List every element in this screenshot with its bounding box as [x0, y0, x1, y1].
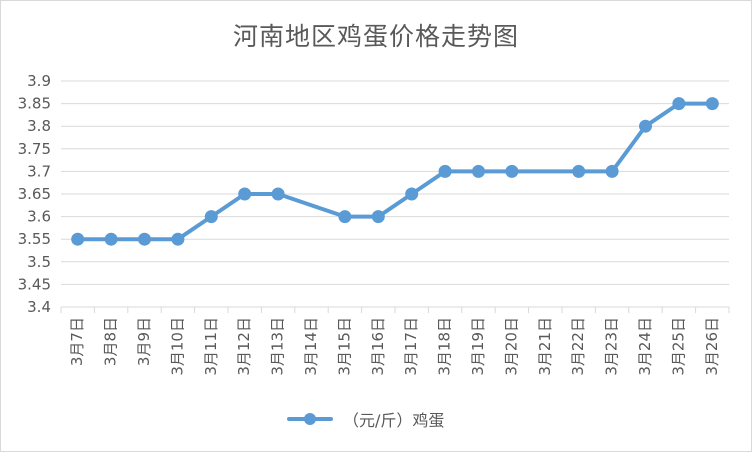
data-point — [672, 97, 686, 111]
y-tick-label: 3.9 — [27, 72, 51, 90]
x-tick-label: 3月17日 — [402, 317, 420, 376]
x-tick-label: 3月9日 — [135, 317, 153, 366]
legend: （元/斤）鸡蛋 — [287, 406, 444, 432]
x-tick-label: 3月7日 — [68, 317, 86, 366]
data-point — [204, 210, 218, 224]
data-point — [639, 119, 652, 133]
y-tick-label: 3.5 — [27, 253, 51, 271]
data-point — [371, 210, 385, 224]
x-tick-label: 3月24日 — [636, 317, 654, 376]
x-tick-label: 3月12日 — [235, 317, 253, 376]
y-tick-label: 3.55 — [18, 230, 51, 248]
x-tick-label: 3月8日 — [102, 317, 120, 366]
legend-marker — [304, 413, 316, 425]
y-tick-label: 3.4 — [27, 298, 51, 316]
y-tick-label: 3.8 — [27, 117, 51, 135]
data-point — [705, 97, 719, 111]
x-tick-label: 3月21日 — [536, 317, 554, 376]
x-tick-label: 3月16日 — [369, 317, 387, 376]
data-point — [71, 232, 85, 246]
chart-title: 河南地区鸡蛋价格走势图 — [232, 22, 519, 51]
data-point — [138, 232, 151, 246]
y-tick-label: 3.75 — [18, 140, 51, 158]
y-tick-label: 3.65 — [18, 185, 51, 203]
x-tick-label: 3月10日 — [168, 317, 186, 376]
data-point — [271, 187, 285, 201]
x-tick-label: 3月15日 — [335, 317, 353, 376]
x-tick-label: 3月23日 — [603, 317, 621, 376]
x-tick-label: 3月13日 — [269, 317, 287, 376]
x-tick-label: 3月18日 — [436, 317, 454, 376]
x-tick-label: 3月11日 — [202, 317, 220, 376]
x-tick-label: 3月22日 — [569, 317, 587, 376]
data-point — [405, 187, 419, 201]
x-tick-label: 3月14日 — [302, 317, 320, 376]
data-point — [472, 164, 485, 178]
y-tick-label: 3.6 — [27, 208, 51, 226]
data-point — [104, 232, 118, 246]
data-point — [605, 164, 619, 178]
x-tick-label: 3月25日 — [669, 317, 687, 376]
legend-label: （元/斤）鸡蛋 — [343, 411, 445, 430]
data-point — [438, 164, 452, 178]
data-point — [572, 164, 586, 178]
data-point — [171, 232, 185, 246]
x-tick-label: 3月26日 — [703, 317, 721, 376]
x-tick-label: 3月19日 — [469, 317, 487, 376]
data-point — [505, 164, 519, 178]
data-point — [238, 187, 252, 201]
y-tick-label: 3.7 — [27, 162, 51, 180]
x-tick-label: 3月20日 — [502, 317, 520, 376]
legend-swatch — [287, 409, 333, 429]
y-tick-label: 3.85 — [18, 95, 51, 113]
data-point — [338, 210, 352, 224]
y-tick-label: 3.45 — [18, 275, 51, 293]
